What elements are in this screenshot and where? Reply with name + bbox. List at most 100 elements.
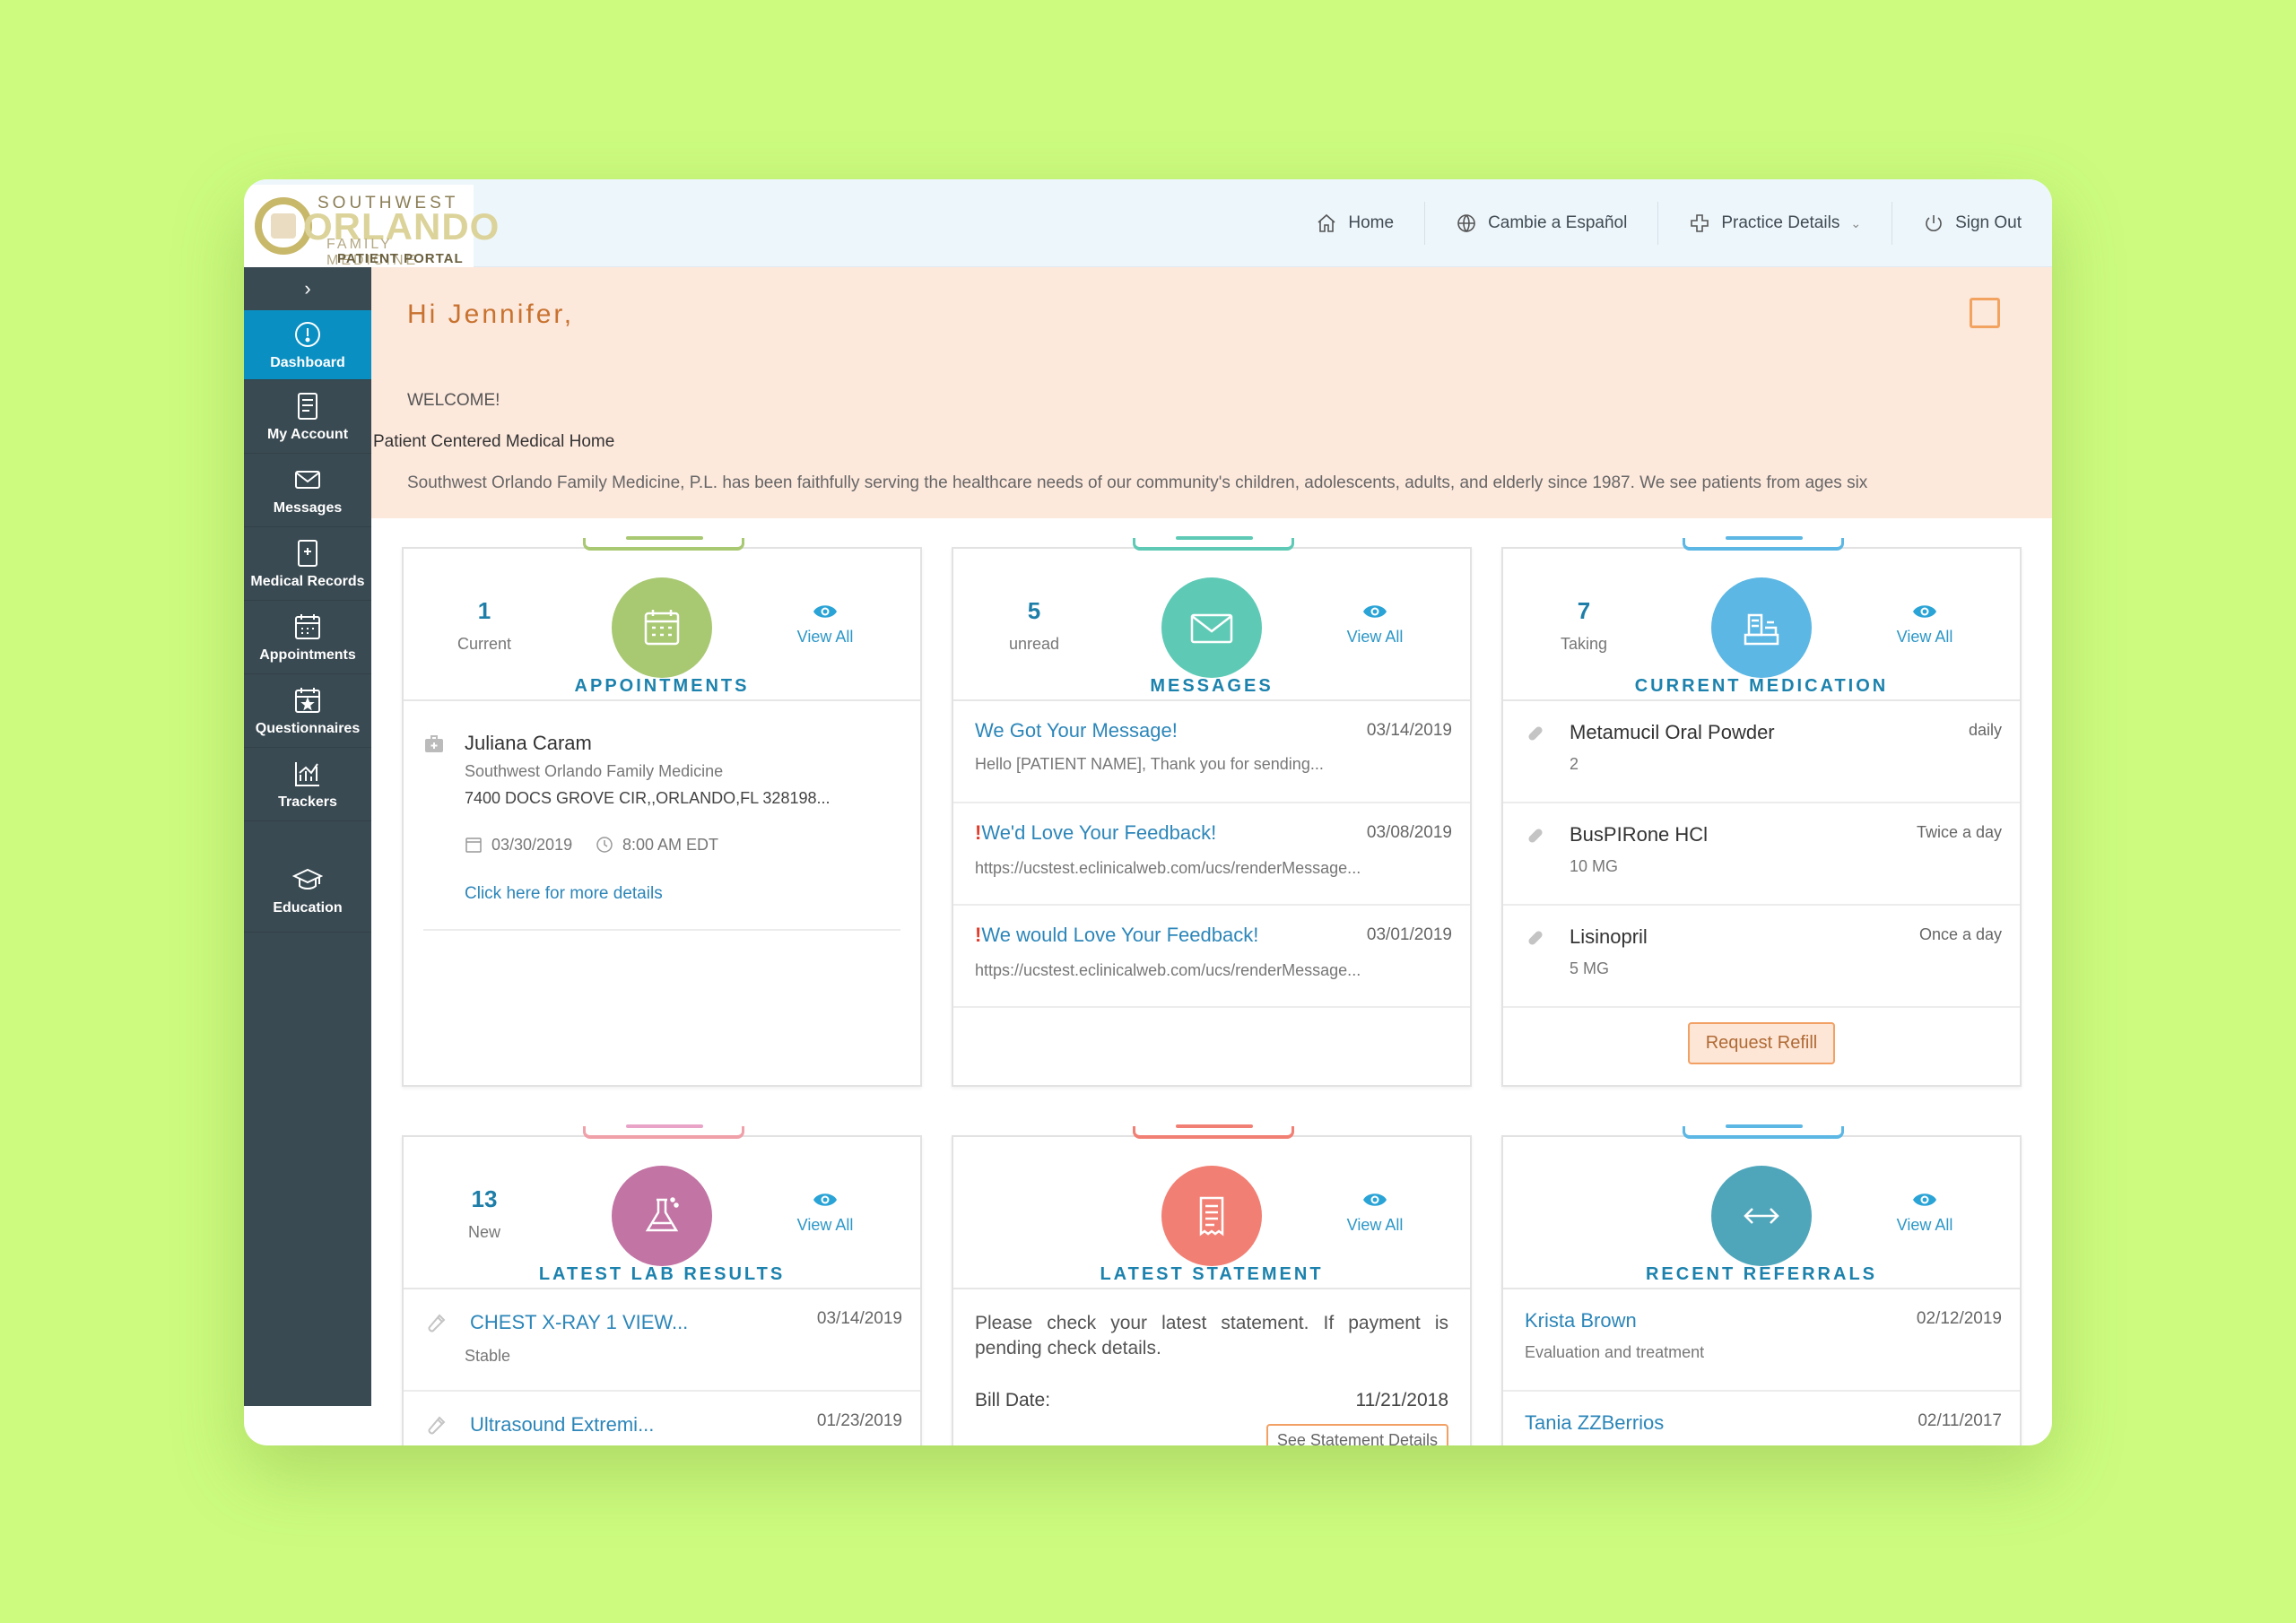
statement-title: LATEST STATEMENT <box>1100 1264 1324 1284</box>
nav-signout-label: Sign Out <box>1955 213 2022 232</box>
see-statement-details-button[interactable]: See Statement Details <box>1265 1424 1448 1445</box>
mail-icon <box>295 470 320 489</box>
lab-item[interactable]: Ultrasound Extremi... 01/23/2019 <box>404 1392 920 1445</box>
medication-item[interactable]: Lisinopril Once a day 5 MG <box>1503 906 2020 1008</box>
appointments-view-all[interactable]: View All <box>780 603 870 647</box>
labs-count-label: New <box>467 1223 500 1241</box>
eye-icon <box>1363 1193 1387 1206</box>
message-subject-text: We'd Love Your Feedback! <box>981 821 1217 844</box>
statement-view-all[interactable]: View All <box>1330 1191 1420 1235</box>
sidebar-item-dashboard[interactable]: Dashboard <box>244 310 371 380</box>
labs-count: 13 <box>471 1185 498 1212</box>
medication-count: 7 <box>1577 597 1591 624</box>
portal-window: SOUTHWEST ORLANDO FAMILY MEDICINE PATIEN… <box>244 179 2052 1445</box>
sidebar-item-questionnaires[interactable]: Questionnaires <box>244 674 371 748</box>
labs-badge <box>612 1166 712 1266</box>
sidebar-label: Trackers <box>278 794 337 810</box>
sidebar-item-my-account[interactable]: My Account <box>244 380 371 454</box>
medication-dose: 2 <box>1570 755 1579 773</box>
sidebar-item-trackers[interactable]: Trackers <box>244 748 371 821</box>
sidebar-label: Education <box>273 899 343 916</box>
questionnaire-icon <box>295 687 320 713</box>
sidebar-toggle[interactable]: › <box>304 277 311 299</box>
sidebar-label: Questionnaires <box>255 720 361 736</box>
message-preview: https://ucstest.eclinicalweb.com/ucs/ren… <box>975 859 1361 877</box>
message-subject: !We'd Love Your Feedback! <box>975 821 1216 845</box>
referral-note: Evaluation and treatment <box>1525 1343 1705 1361</box>
appointment-practice: Southwest Orlando Family Medicine <box>465 762 724 780</box>
appointments-title: APPOINTMENTS <box>574 676 750 696</box>
message-item[interactable]: We Got Your Message! 03/14/2019 Hello [P… <box>953 701 1470 803</box>
referral-name: Krista Brown <box>1525 1309 1637 1332</box>
appointment-time: 8:00 AM EDT <box>622 836 719 854</box>
referral-item[interactable]: Tania ZZBerrios 02/11/2017 <box>1503 1392 2020 1445</box>
logo-emblem <box>255 197 312 255</box>
referrals-view-all[interactable]: View All <box>1880 1191 1970 1235</box>
messages-view-all[interactable]: View All <box>1330 603 1420 647</box>
messages-title: MESSAGES <box>1150 676 1274 696</box>
test-tube-icon <box>428 1314 446 1332</box>
labs-view-all[interactable]: View All <box>780 1191 870 1235</box>
flask-icon <box>645 1197 679 1232</box>
view-all-label: View All <box>1896 628 1953 646</box>
top-bar: SOUTHWEST ORLANDO FAMILY MEDICINE PATIEN… <box>244 179 2052 268</box>
logo-line4: PATIENT PORTAL <box>337 251 464 266</box>
welcome-heading: WELCOME! <box>407 391 500 410</box>
medication-name: Metamucil Oral Powder <box>1570 721 1775 743</box>
message-item[interactable]: !We would Love Your Feedback! 03/01/2019… <box>953 906 1470 1008</box>
appointments-badge <box>612 577 712 678</box>
view-all-label: View All <box>1346 1216 1404 1234</box>
medication-dose: 5 MG <box>1570 959 1610 977</box>
referral-date: 02/12/2019 <box>1916 1309 2002 1328</box>
message-preview: Hello [PATIENT NAME], Thank you for send… <box>975 755 1324 773</box>
referral-item[interactable]: Krista Brown 02/12/2019 Evaluation and t… <box>1503 1289 2020 1392</box>
appointments-count: 1 <box>477 597 491 624</box>
card-tab <box>1133 538 1294 551</box>
logo-line2: ORLANDO <box>303 205 500 247</box>
receipt-icon <box>1199 1196 1224 1237</box>
nav-home-label: Home <box>1348 213 1395 232</box>
sidebar-label: Medical Records <box>250 573 365 589</box>
message-subject: We Got Your Message! <box>975 719 1178 742</box>
lab-status: Stable <box>465 1347 511 1365</box>
sidebar-item-medical-records[interactable]: Medical Records <box>244 527 371 601</box>
medication-item[interactable]: BusPIRone HCl Twice a day 10 MG <box>1503 803 2020 906</box>
records-icon <box>298 539 317 567</box>
card-header: View All RECENT REFERRALS <box>1503 1137 2020 1289</box>
view-all-label: View All <box>1346 628 1404 646</box>
card-header: View All LATEST STATEMENT <box>953 1137 1470 1289</box>
nav-practice-label: Practice Details <box>1721 213 1840 232</box>
unread-flag: ! <box>975 821 982 844</box>
medication-view-all[interactable]: View All <box>1880 603 1970 647</box>
bill-date-label: Bill Date: <box>975 1390 1051 1410</box>
nav-practice-details[interactable]: Practice Details ⌄ <box>1657 202 1892 245</box>
appointment-details-link[interactable]: Click here for more details <box>465 884 663 903</box>
sidebar-item-messages[interactable]: Messages <box>244 454 371 527</box>
medication-count-label: Taking <box>1560 635 1608 653</box>
lab-name: Ultrasound Extremi... <box>470 1413 655 1436</box>
practice-logo[interactable]: SOUTHWEST ORLANDO FAMILY MEDICINE PATIEN… <box>244 185 499 268</box>
card-tab <box>583 1126 744 1139</box>
referrals-card: View All RECENT REFERRALS Krista Brown 0… <box>1501 1124 2022 1445</box>
nav-sign-out[interactable]: Sign Out <box>1892 202 2052 245</box>
message-item[interactable]: !We'd Love Your Feedback! 03/08/2019 htt… <box>953 803 1470 906</box>
sidebar-item-education[interactable]: Education <box>244 848 371 933</box>
dashboard-icon <box>295 321 320 347</box>
appointment-provider: Juliana Caram <box>465 732 592 754</box>
request-refill-button[interactable]: Request Refill <box>1687 1022 1836 1064</box>
sidebar-label: Dashboard <box>270 354 345 370</box>
pharmacy-scale-icon <box>1744 613 1779 646</box>
sidebar-item-appointments[interactable]: Appointments <box>244 601 371 674</box>
expand-icon[interactable] <box>1970 298 2000 328</box>
lab-item[interactable]: CHEST X-RAY 1 VIEW... 03/14/2019 Stable <box>404 1289 920 1392</box>
statement-badge <box>1161 1166 1262 1266</box>
calendar-small-icon <box>465 838 482 853</box>
medication-item[interactable]: Metamucil Oral Powder daily 2 <box>1503 701 2020 803</box>
refill-row: Request Refill <box>1503 1022 2020 1064</box>
nav-language[interactable]: Cambie a Español <box>1424 202 1657 245</box>
lab-date: 03/14/2019 <box>816 1309 902 1328</box>
nav-home[interactable]: Home <box>1285 202 1424 245</box>
card-tab <box>1683 1126 1844 1139</box>
messages-count-label: unread <box>1008 635 1060 653</box>
appointments-count-label: Current <box>457 635 512 653</box>
